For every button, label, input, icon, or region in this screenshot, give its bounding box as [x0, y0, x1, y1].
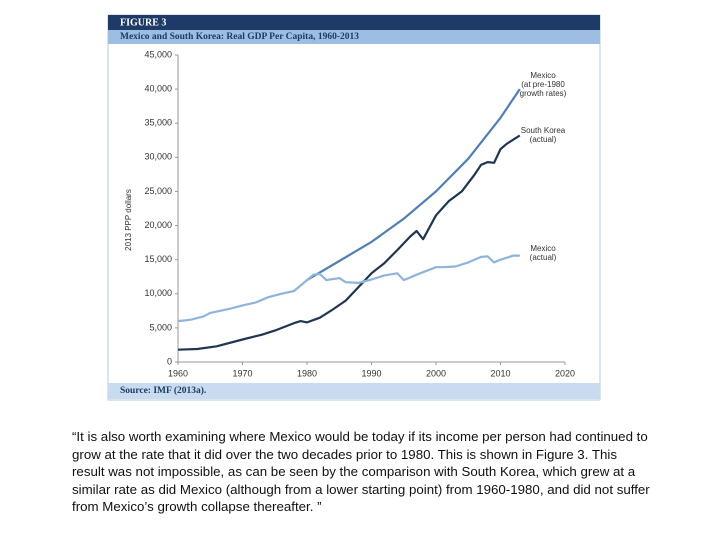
annotation: Mexico [530, 71, 556, 80]
series-line [177, 134, 521, 351]
annotation: (actual) [530, 135, 557, 144]
figure-frame [107, 14, 601, 401]
y-tick-label: 10,000 [144, 288, 172, 298]
y-tick-label: 0 [167, 356, 172, 366]
x-tick-label: 2010 [490, 368, 510, 378]
x-tick-label: 1960 [168, 368, 188, 378]
source: Source: IMF (2013a). [120, 385, 206, 396]
y-tick-label: 35,000 [144, 118, 172, 128]
y-tick-label: 20,000 [144, 220, 172, 230]
series-line [306, 88, 521, 282]
annotation: South Korea [521, 126, 566, 135]
y-tick-label: 5,000 [149, 322, 172, 332]
x-tick-label: 1980 [297, 368, 317, 378]
x-tick-label: 1970 [232, 368, 252, 378]
figure-header [108, 15, 600, 30]
y-tick-label: 25,000 [144, 186, 172, 196]
annotation: Mexico [530, 244, 556, 253]
annotation: (actual) [530, 253, 557, 262]
chart-title: Mexico and South Korea: Real GDP Per Cap… [120, 32, 359, 42]
caption: “It is also worth examining where Mexico… [72, 429, 650, 514]
figure-label: FIGURE 3 [120, 17, 166, 28]
y-tick-label: 45,000 [144, 49, 172, 59]
y-tick-label: 30,000 [144, 152, 172, 162]
source-band [108, 383, 600, 399]
x-tick-label: 2000 [426, 368, 446, 378]
y-tick-label: 40,000 [144, 83, 172, 93]
annotation: growth rates) [520, 89, 567, 98]
x-tick-label: 2020 [555, 368, 575, 378]
series-line [177, 254, 520, 323]
annotation: (at pre-1980 [521, 80, 565, 89]
y-tick-label: 15,000 [144, 254, 172, 264]
x-tick-label: 1990 [361, 368, 381, 378]
title-band [108, 30, 600, 44]
y-axis-label: 2013 PPP dollars [124, 189, 133, 251]
